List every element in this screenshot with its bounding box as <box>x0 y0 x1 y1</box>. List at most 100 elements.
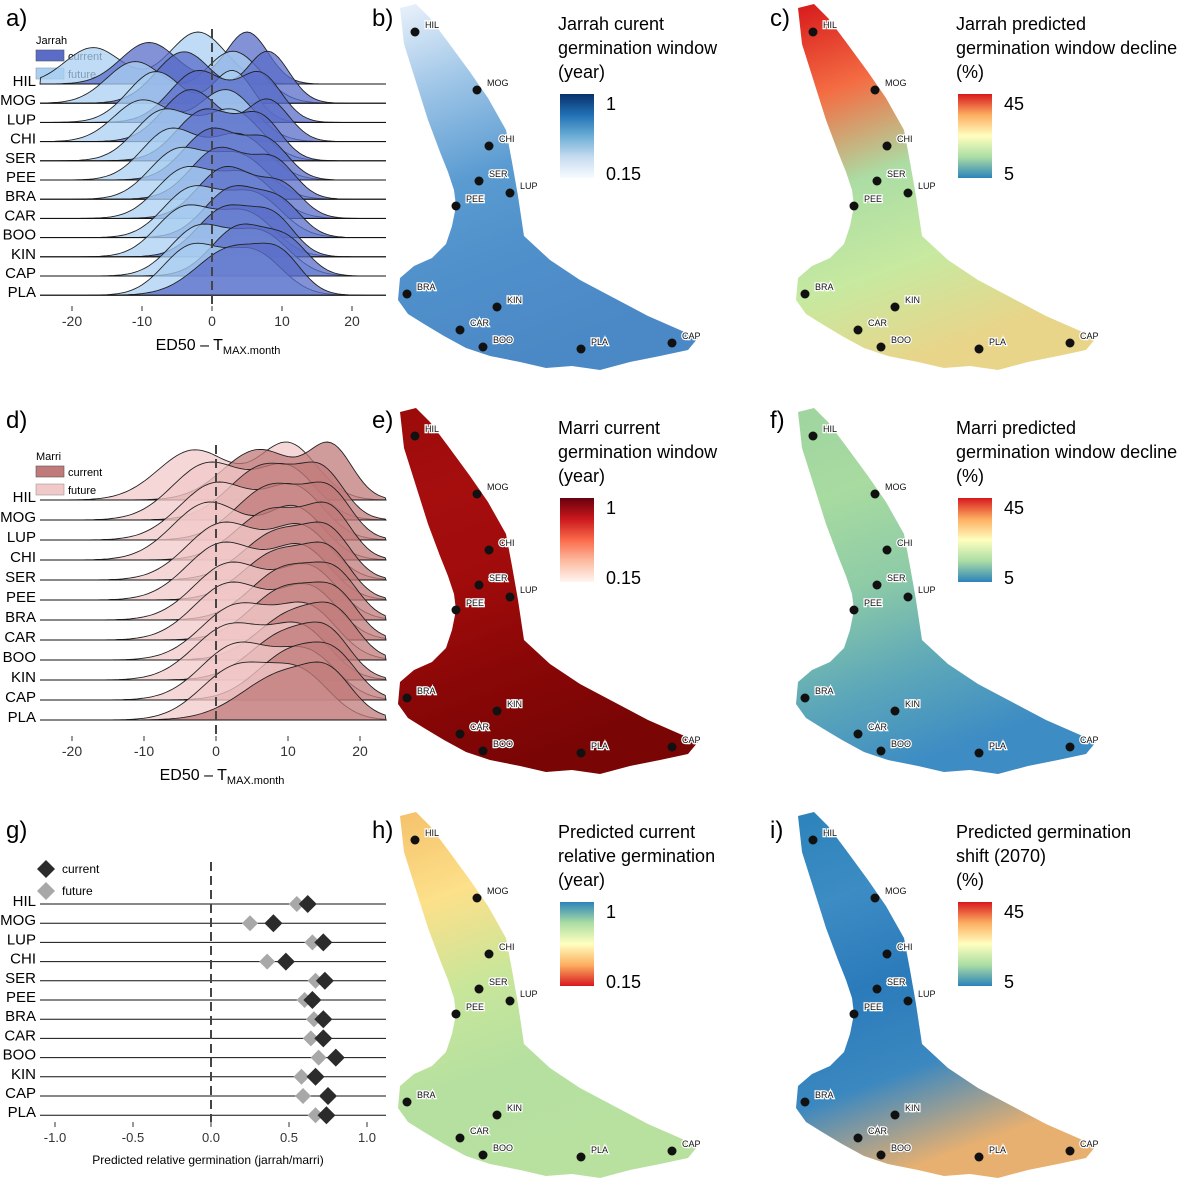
colorbar-max-label: 45 <box>1004 94 1024 114</box>
site-dot-CHI <box>484 141 494 151</box>
site-dot-SER <box>872 580 882 590</box>
row-label-BRA: BRA <box>5 1008 36 1025</box>
site-dot-KIN <box>890 1110 900 1120</box>
site-label-SER: SER <box>489 977 508 987</box>
site-label-CAP: CAP <box>682 331 701 341</box>
site-label-BOO: BOO <box>891 335 911 345</box>
site-label-MOG: MOG <box>487 78 509 88</box>
site-label-BOO: BOO <box>891 1143 911 1153</box>
legend-label-current: current <box>62 862 100 876</box>
site-label-SER: SER <box>887 169 906 179</box>
site-label-PLA: PLA <box>989 1145 1006 1155</box>
ridge-label-PEE: PEE <box>6 589 36 606</box>
diamond-current-KIN <box>306 1067 325 1086</box>
site-dot-CAP <box>1065 742 1075 752</box>
diamond-future-PLA <box>307 1107 324 1124</box>
diamond-future-KIN <box>293 1068 310 1085</box>
site-dot-PEE <box>849 1009 859 1019</box>
x-tick-label: 10 <box>274 313 290 329</box>
diamond-current-HIL <box>298 895 317 913</box>
ridge-label-KIN: KIN <box>11 669 36 686</box>
row-label-MOG: MOG <box>0 912 36 929</box>
legend-swatch-future <box>35 483 65 496</box>
site-dot-PLA <box>576 1152 586 1162</box>
site-dot-MOG <box>870 85 880 95</box>
colorbar-max-label: 45 <box>1004 498 1024 518</box>
site-dot-PLA <box>974 748 984 758</box>
site-dot-LUP <box>505 592 515 602</box>
map-title-line-c: (%) <box>956 62 984 82</box>
diamond-current-BOO <box>326 1048 345 1067</box>
diamond-future-CHI <box>259 953 276 970</box>
row-label-KIN: KIN <box>11 1066 36 1083</box>
x-tick-label: 0.5 <box>280 1130 298 1145</box>
site-label-CAR: CAR <box>868 318 888 328</box>
colorbar-e <box>560 498 594 582</box>
row-label-CAP: CAP <box>5 1085 36 1102</box>
x-tick-label: -1.0 <box>44 1130 66 1145</box>
site-label-BOO: BOO <box>493 739 513 749</box>
colorbar-max-label: 45 <box>1004 902 1024 922</box>
site-label-PLA: PLA <box>591 1145 608 1155</box>
row-label-BOO: BOO <box>3 1047 36 1064</box>
x-tick-label: -20 <box>62 743 82 759</box>
site-label-KIN: KIN <box>507 295 522 305</box>
x-axis-label: ED50 – TMAX.month <box>160 767 285 787</box>
site-dot-LUP <box>903 996 913 1006</box>
site-label-KIN: KIN <box>905 1103 920 1113</box>
legend-title: Jarrah <box>36 35 67 47</box>
site-dot-CHI <box>882 949 892 959</box>
legend-swatch-current <box>35 465 65 478</box>
diamond-current-CAP <box>319 1087 337 1105</box>
map-title-line-i: shift (2070) <box>956 846 1046 866</box>
row-label-CHI: CHI <box>10 951 36 968</box>
site-dot-CHI <box>882 141 892 151</box>
legend-label-future: future <box>62 884 93 898</box>
diamond-future-CAR <box>302 1030 319 1047</box>
map-title-line-c: germination window decline <box>956 38 1177 58</box>
ridge-label-BOO: BOO <box>3 227 36 244</box>
colorbar-min-label: 5 <box>1004 972 1014 992</box>
ridge-label-SER: SER <box>5 569 36 586</box>
ridge-label-MOG: MOG <box>0 509 36 526</box>
map-title-line-h: (year) <box>558 870 605 890</box>
map-region-i <box>796 812 1096 1178</box>
ridge-label-KIN: KIN <box>11 246 36 263</box>
site-label-SER: SER <box>887 977 906 987</box>
row-label-SER: SER <box>5 970 36 987</box>
map-title-line-e: germination window <box>558 442 718 462</box>
map-title-line-b: Jarrah curent <box>558 14 664 34</box>
site-label-CAP: CAP <box>1080 1139 1099 1149</box>
site-dot-MOG <box>870 489 880 499</box>
diamond-current-BRA <box>314 1010 333 1029</box>
map-title-line-h: Predicted current <box>558 822 695 842</box>
site-label-CAP: CAP <box>1080 735 1099 745</box>
ridge-label-LUP: LUP <box>7 529 36 546</box>
x-tick-label: 0.0 <box>202 1130 220 1145</box>
panel-letters: a) b) c) d) e) f) g) h) i) <box>6 5 790 844</box>
colorbar-min-label: 5 <box>1004 568 1014 588</box>
site-dot-BRA <box>800 289 810 299</box>
map-title-line-e: (year) <box>558 466 605 486</box>
site-label-CHI: CHI <box>499 538 515 548</box>
site-label-KIN: KIN <box>507 1103 522 1113</box>
site-label-CAR: CAR <box>470 1126 490 1136</box>
site-label-HIL: HIL <box>425 424 439 434</box>
map-title-line-f: Marri predicted <box>956 418 1076 438</box>
x-tick-label: 1.0 <box>358 1130 376 1145</box>
legend-title: Marri <box>36 451 61 463</box>
site-dot-PEE <box>451 605 461 615</box>
site-label-MOG: MOG <box>885 78 907 88</box>
legend-label-current: current <box>68 467 102 479</box>
site-dot-BRA <box>402 289 412 299</box>
site-label-CAR: CAR <box>470 318 490 328</box>
x-tick-label: 20 <box>352 743 368 759</box>
diamond-current-LUP <box>314 933 333 952</box>
ridge-label-LUP: LUP <box>7 111 36 128</box>
x-tick-label: -0.5 <box>122 1130 144 1145</box>
panel-letter-f: f) <box>770 407 785 434</box>
panel-letter-d: d) <box>6 407 27 434</box>
